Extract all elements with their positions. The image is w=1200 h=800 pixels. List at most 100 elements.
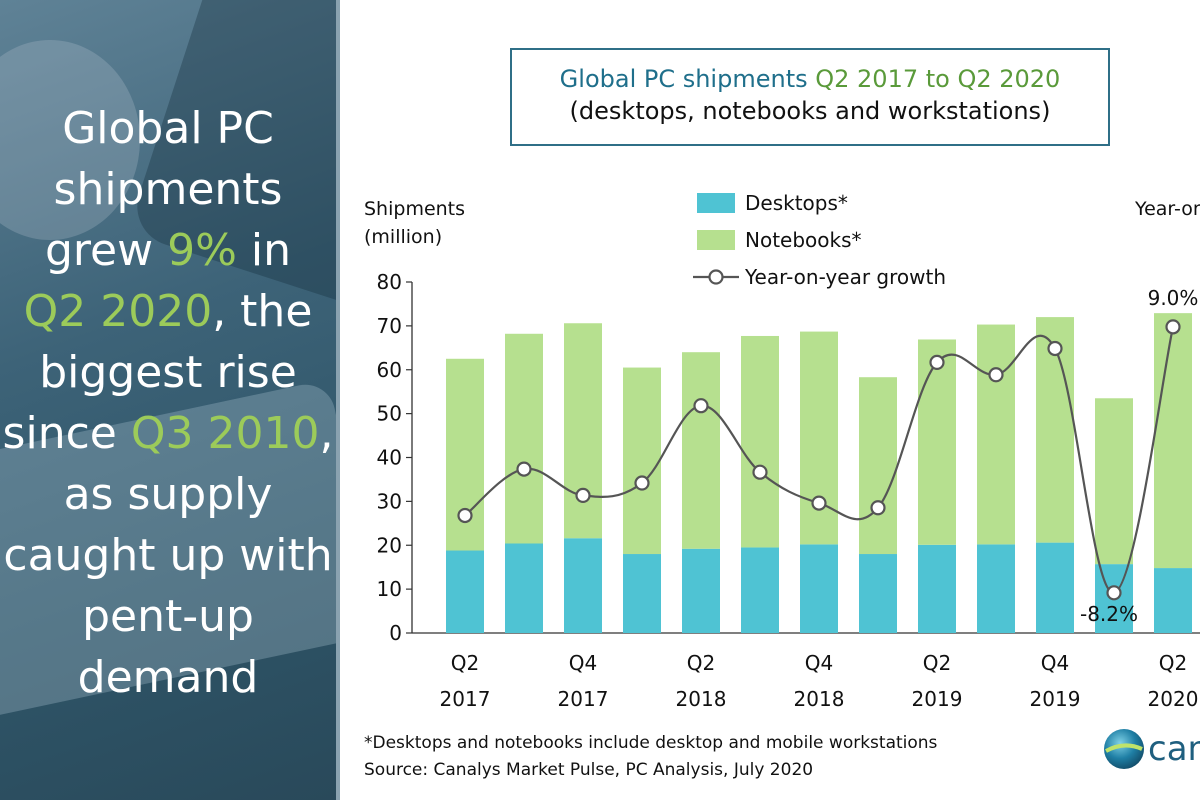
growth-point (634, 475, 650, 491)
notebook-bar (800, 331, 838, 545)
headline-line: since Q3 2010, (0, 403, 336, 464)
panel-divider (336, 0, 340, 800)
growth-point (929, 354, 945, 371)
x-tick-label: Q2 (451, 651, 479, 675)
desktop-bar (623, 554, 661, 633)
shipments-chart: 0 10 20 30 40 50 60 70 80 Shipments (million) Year-… (364, 191, 1200, 711)
headline-line: shipments (0, 159, 336, 220)
desktop-bar (446, 550, 484, 633)
headline-text: in (236, 225, 292, 276)
y-tick-label: 50 (377, 402, 402, 426)
x-tick-label: 2018 (676, 687, 727, 711)
y-axis-label: Shipments (364, 198, 465, 220)
desktop-bar (564, 538, 602, 633)
growth-point (516, 461, 532, 477)
y-tick-label: 40 (377, 446, 402, 470)
chart-title: Global PC shipments Q2 2017 to Q2 2020 (512, 64, 1108, 94)
chart-title-part1: Global PC shipments (559, 65, 816, 93)
x-tick-label: Q2 (1159, 651, 1187, 675)
growth-point (752, 464, 768, 480)
y-axis-label: (million) (364, 226, 442, 248)
legend-swatch-desktops (697, 193, 735, 213)
headline-text: , (319, 408, 334, 459)
x-tick-label: Q2 (923, 651, 951, 675)
x-tick-label: Q4 (569, 651, 597, 675)
x-tick-label: 2017 (440, 687, 491, 711)
headline-text: since (2, 408, 131, 459)
growth-point (1165, 319, 1181, 335)
headline-line: Q2 2020, the (0, 281, 336, 342)
headline-text: as supply (63, 469, 273, 520)
headline-line: caught up with (0, 525, 336, 586)
x-tick-label: 2019 (912, 687, 963, 711)
canalys-logo-text: canalys (1148, 729, 1200, 769)
headline: Global PC shipments grew 9% in Q2 2020, the… (0, 98, 336, 708)
growth-point (575, 487, 591, 503)
headline-text: biggest rise (39, 347, 297, 398)
chart-title-part2: Q2 2017 to Q2 2020 (815, 65, 1061, 93)
growth-point (457, 507, 473, 524)
y-tick-label: 0 (389, 621, 402, 645)
desktop-bar (741, 547, 779, 633)
notebook-bar (859, 377, 897, 555)
footnote-line1: *Desktops and notebooks include desktop … (364, 733, 938, 753)
headline-text: , the (212, 286, 313, 337)
background-photo-shade (0, 40, 140, 240)
chart-title-box: Global PC shipments Q2 2017 to Q2 2020 (… (510, 48, 1110, 146)
headline-text: caught up with (3, 530, 333, 581)
growth-point (811, 495, 827, 511)
footnote-source: Source: Canalys Market Pulse, PC Analysi… (364, 760, 814, 780)
legend-label-desktops: Desktops* (745, 191, 848, 215)
x-tick-label: Q2 (687, 651, 715, 675)
notebook-bar (505, 333, 543, 544)
headline-line: biggest rise (0, 342, 336, 403)
headline-highlight: Q3 2010 (130, 408, 320, 459)
x-tick-label: 2019 (1030, 687, 1081, 711)
desktop-bar (859, 554, 897, 633)
headline-text: pent-up (82, 591, 254, 642)
notebook-bar (564, 323, 602, 539)
x-tick-label: Q4 (805, 651, 833, 675)
y-tick-label: 30 (377, 489, 402, 513)
left-panel: Global PC shipments grew 9% in Q2 2020, the… (0, 0, 336, 800)
headline-line: as supply (0, 464, 336, 525)
headline-text: demand (77, 652, 259, 703)
footnote: *Desktops and notebooks include desktop … (364, 730, 937, 784)
y2-axis-label: Year-on-year growth (1134, 198, 1200, 220)
headline-line: demand (0, 647, 336, 708)
headline-line: grew 9% in (0, 220, 336, 281)
x-tick-label: 2018 (794, 687, 845, 711)
growth-point (1106, 585, 1122, 601)
notebook-bar (918, 339, 956, 545)
legend-marker-growth (708, 269, 724, 285)
desktop-bar (1036, 542, 1074, 633)
headline-text: Global PC (62, 103, 274, 154)
x-tick-label: Q4 (1041, 651, 1069, 675)
y-tick-label: 80 (377, 270, 402, 294)
desktop-bar (682, 548, 720, 633)
canalys-logo: canalys (1100, 723, 1200, 775)
headline-line: pent-up (0, 586, 336, 647)
chart-subtitle: (desktops, notebooks and workstations) (569, 97, 1051, 125)
headline-highlight: Q2 2020 (23, 286, 213, 337)
notebook-bar (1154, 313, 1192, 569)
desktop-bar (505, 543, 543, 633)
legend-label-growth: Year-on-year growth (744, 265, 946, 289)
legend-label-notebooks: Notebooks* (745, 228, 862, 252)
growth-point (870, 500, 886, 516)
x-tick-label: 2017 (558, 687, 609, 711)
desktop-bar (918, 544, 956, 633)
desktop-bar (977, 544, 1015, 633)
growth-point (1047, 340, 1063, 357)
y-tick-label: 20 (377, 533, 402, 557)
notebook-bar (977, 324, 1015, 545)
notebook-bar (682, 352, 720, 549)
headline-text: shipments (53, 164, 283, 215)
growth-point-label: -8.2% (1080, 602, 1138, 626)
desktop-bar (800, 544, 838, 633)
growth-point-label: 9.0% (1148, 286, 1199, 310)
notebook-bar (623, 367, 661, 555)
headline-text: grew (44, 225, 168, 276)
y-tick-label: 10 (377, 577, 402, 601)
y-tick-label: 60 (377, 358, 402, 382)
